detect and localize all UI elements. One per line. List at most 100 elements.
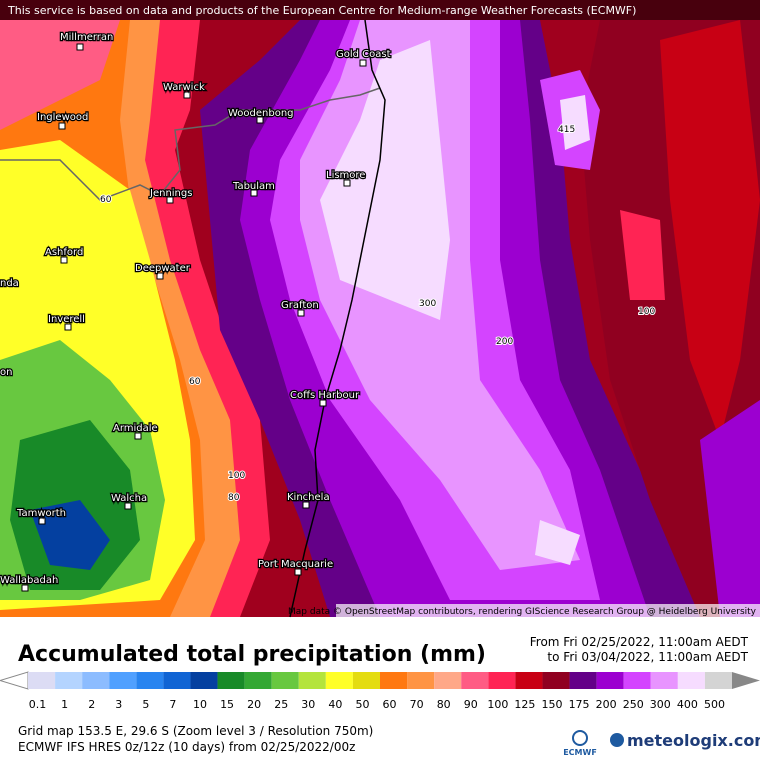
legend-swatch bbox=[244, 672, 272, 689]
contour-label: 100 bbox=[638, 307, 655, 317]
legend-swatch bbox=[298, 672, 326, 689]
place-marker bbox=[38, 517, 46, 525]
brand-logo[interactable]: meteologix.com bbox=[627, 731, 760, 750]
legend-label: 15 bbox=[220, 698, 234, 711]
legend-swatch bbox=[569, 672, 597, 689]
grid-info: Grid map 153.5 E, 29.6 S (Zoom level 3 /… bbox=[18, 724, 373, 738]
legend-swatch bbox=[82, 672, 110, 689]
legend-swatch bbox=[515, 672, 543, 689]
place-marker bbox=[76, 43, 84, 51]
place-label: Jennings bbox=[149, 188, 192, 199]
legend-label: 3 bbox=[115, 698, 122, 711]
legend-label: 80 bbox=[437, 698, 451, 711]
legend-swatch bbox=[55, 672, 83, 689]
legend-label: 50 bbox=[355, 698, 369, 711]
legend-swatch bbox=[190, 672, 218, 689]
place-label: Wallabadah bbox=[0, 575, 58, 586]
legend-swatch bbox=[380, 672, 408, 689]
legend-label: 500 bbox=[704, 698, 725, 711]
contour-label: 80 bbox=[228, 493, 240, 503]
place-marker bbox=[60, 256, 68, 264]
banner: This service is based on data and produc… bbox=[7, 4, 636, 17]
place-label: Millmerran bbox=[60, 32, 113, 43]
place-marker bbox=[183, 91, 191, 99]
bar-arrow-left bbox=[0, 671, 29, 690]
attribution: Map data © OpenStreetMap contributors, r… bbox=[288, 607, 757, 617]
place-label: Inglewood bbox=[37, 112, 88, 123]
place-label: Ashford bbox=[45, 247, 83, 258]
legend-swatch bbox=[677, 672, 705, 689]
place-marker bbox=[359, 59, 367, 67]
legend-swatch bbox=[461, 672, 489, 689]
legend-label: 0.1 bbox=[29, 698, 47, 711]
legend-label: 7 bbox=[169, 698, 176, 711]
legend-label: 20 bbox=[247, 698, 261, 711]
place-label: Armidale bbox=[113, 423, 158, 434]
place-marker bbox=[124, 502, 132, 510]
legend-label: 1 bbox=[61, 698, 68, 711]
contour-label: 415 bbox=[558, 125, 575, 135]
legend-label: 70 bbox=[410, 698, 424, 711]
place-label: Deepwater bbox=[135, 263, 191, 274]
legend-label: 2 bbox=[88, 698, 95, 711]
legend-swatch bbox=[271, 672, 299, 689]
ecmwf-logo: ECMWF bbox=[563, 748, 597, 757]
place-marker bbox=[21, 584, 29, 592]
legend-swatch bbox=[542, 672, 570, 689]
place-label: Inverell bbox=[48, 314, 85, 325]
model-info: ECMWF IFS HRES 0z/12z (10 days) from 02/… bbox=[18, 740, 355, 754]
legend-swatch bbox=[28, 672, 56, 689]
legend-label: 25 bbox=[274, 698, 288, 711]
place-label: Tabulam bbox=[232, 181, 275, 192]
legend-label: 5 bbox=[142, 698, 149, 711]
legend-label: 300 bbox=[650, 698, 671, 711]
legend-label: 60 bbox=[383, 698, 397, 711]
legend-swatch bbox=[325, 672, 353, 689]
legend-label: 30 bbox=[301, 698, 315, 711]
legend-label: 10 bbox=[193, 698, 207, 711]
legend-label: 200 bbox=[596, 698, 617, 711]
legend-label: 40 bbox=[328, 698, 342, 711]
legend-label: 250 bbox=[623, 698, 644, 711]
place-label: on bbox=[0, 367, 12, 378]
brand-icon bbox=[610, 733, 624, 747]
legend-swatch bbox=[704, 672, 732, 689]
legend-swatch bbox=[434, 672, 462, 689]
place-marker bbox=[156, 272, 164, 280]
legend-swatch bbox=[488, 672, 516, 689]
place-label: Warwick bbox=[163, 82, 205, 93]
place-marker bbox=[297, 309, 305, 317]
bar-arrow-right bbox=[732, 672, 760, 689]
place-marker bbox=[256, 116, 264, 124]
legend-swatch bbox=[163, 672, 191, 689]
contour-label: 100 bbox=[228, 471, 245, 481]
legend-swatch bbox=[407, 672, 435, 689]
place-label: Coffs Harbour bbox=[290, 390, 360, 401]
contour-label: 60 bbox=[189, 377, 201, 387]
legend-label: 400 bbox=[677, 698, 698, 711]
contour-label: 60 bbox=[100, 195, 112, 205]
place-label: Kinchela bbox=[287, 492, 330, 503]
place-label: Walcha bbox=[111, 493, 147, 504]
place-marker bbox=[294, 568, 302, 576]
place-label: Grafton bbox=[281, 300, 319, 311]
legend-swatch bbox=[109, 672, 137, 689]
place-marker bbox=[250, 189, 258, 197]
ecmwf-icon bbox=[572, 730, 588, 746]
place-marker bbox=[64, 323, 72, 331]
legend-label: 100 bbox=[487, 698, 508, 711]
legend-label: 175 bbox=[569, 698, 590, 711]
legend-swatch bbox=[623, 672, 651, 689]
place-marker bbox=[302, 501, 310, 509]
legend-swatch bbox=[650, 672, 678, 689]
date-from: From Fri 02/25/2022, 11:00am AEDT bbox=[530, 635, 749, 649]
legend-panel: Accumulated total precipitation (mm) Fro… bbox=[0, 635, 760, 757]
place-label: Woodenbong bbox=[228, 108, 294, 119]
legend-swatch bbox=[596, 672, 624, 689]
place-label: Tamworth bbox=[16, 508, 66, 519]
place-label: nda bbox=[0, 278, 19, 289]
contour-label: 300 bbox=[419, 299, 436, 309]
place-marker bbox=[343, 179, 351, 187]
place-label: Port Macquarie bbox=[258, 559, 333, 570]
